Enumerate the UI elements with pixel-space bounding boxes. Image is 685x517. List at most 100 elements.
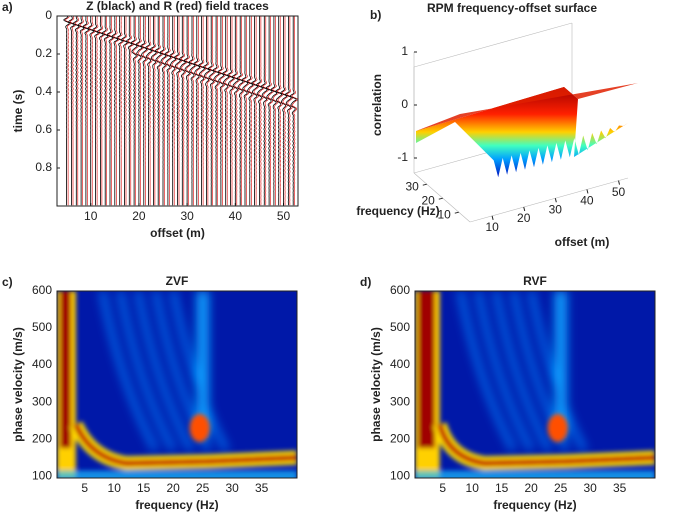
y-tick-label: 0.2	[35, 46, 52, 60]
trace	[224, 16, 231, 206]
trace	[103, 16, 110, 206]
box-edge	[413, 172, 471, 223]
heatmap-image	[57, 291, 297, 478]
trace	[267, 16, 274, 206]
trace	[93, 15, 100, 206]
trace	[63, 15, 70, 206]
y-tick-label: 0	[45, 8, 52, 22]
trace	[227, 16, 234, 206]
chart-title: Z (black) and R (red) field traces	[86, 0, 269, 13]
trace	[219, 16, 226, 206]
trace	[248, 16, 255, 206]
y-tick-label: 40	[580, 194, 594, 208]
y-tick-label: 30	[549, 202, 563, 216]
chart-title: RPM frequency-offset surface	[427, 1, 597, 15]
trace	[70, 15, 77, 206]
y-tick	[586, 189, 589, 194]
y-tick-label: 100	[32, 468, 52, 482]
trace	[87, 16, 94, 206]
x-tick-label: 10	[84, 209, 98, 223]
trace	[281, 16, 289, 206]
trace	[171, 16, 178, 206]
x-tick-label: 35	[255, 481, 269, 495]
x-tick-label: 25	[554, 481, 568, 495]
trace	[68, 15, 75, 206]
y-tick-label: 300	[32, 394, 52, 408]
trace	[232, 16, 239, 206]
trace	[169, 16, 177, 206]
trace	[212, 16, 220, 206]
trace	[185, 16, 192, 206]
trace	[150, 16, 157, 206]
chart-title: RVF	[523, 274, 547, 288]
trace	[132, 16, 139, 206]
spot	[547, 414, 568, 443]
trace	[243, 16, 250, 206]
trace	[198, 16, 205, 206]
trace	[291, 16, 299, 206]
ridge	[492, 291, 552, 452]
trace	[166, 16, 173, 206]
x-tick-label: 50	[277, 209, 291, 223]
x-tick-label: 25	[196, 481, 210, 495]
trace	[256, 16, 263, 206]
y-axis-label: phase velocity (m/s)	[11, 327, 25, 442]
y-tick-label: 400	[32, 357, 52, 371]
trace	[154, 16, 162, 206]
y-tick-label: 600	[390, 283, 410, 297]
y-tick-label: 10	[485, 220, 499, 234]
trace	[199, 16, 207, 206]
trace	[209, 16, 216, 206]
trace	[195, 16, 202, 206]
ridge	[134, 291, 194, 452]
trace	[77, 16, 85, 206]
trace	[203, 16, 210, 206]
x-axis-label: frequency (Hz)	[356, 204, 439, 218]
trace	[261, 16, 268, 206]
trace	[161, 16, 168, 206]
trace	[122, 16, 130, 206]
y-tick	[554, 198, 557, 203]
y-tick-label: 400	[390, 357, 410, 371]
ridge	[528, 291, 587, 452]
z-tick-label: -1	[397, 150, 408, 164]
y-tick-label: 0.8	[35, 160, 52, 174]
y-tick-label: 300	[390, 394, 410, 408]
x-tick-label: 20	[166, 481, 180, 495]
x-tick-label: 5	[81, 481, 88, 495]
trace	[284, 16, 292, 206]
z-tick-label: 1	[401, 44, 408, 58]
trace	[193, 16, 201, 206]
x-tick-label: 30	[405, 179, 419, 193]
trace	[64, 15, 72, 206]
panel-label: a)	[2, 0, 13, 14]
trace	[241, 16, 249, 206]
trace	[246, 16, 254, 206]
trace	[73, 16, 80, 206]
trace	[116, 15, 123, 206]
trace	[204, 16, 212, 206]
trace	[108, 16, 115, 206]
trace	[238, 16, 245, 206]
ridge	[457, 291, 517, 452]
trace	[156, 16, 164, 206]
trace	[147, 16, 154, 206]
y-tick-label: 0.6	[35, 122, 52, 136]
trace	[251, 16, 258, 206]
trace	[84, 16, 91, 206]
trace	[89, 16, 96, 206]
trace	[252, 16, 260, 206]
trace	[118, 15, 125, 206]
x-tick-label: 10	[108, 481, 122, 495]
trace	[183, 16, 191, 206]
x-tick-label: 20	[132, 209, 146, 223]
trace	[228, 16, 236, 206]
x-tick-label: 20	[421, 193, 435, 207]
y-tick-label: 200	[32, 431, 52, 445]
band	[196, 291, 209, 438]
y-tick	[491, 215, 494, 220]
trace	[257, 16, 265, 206]
trace	[164, 16, 172, 206]
trace	[126, 16, 133, 206]
x-tick-label: 5	[439, 481, 446, 495]
